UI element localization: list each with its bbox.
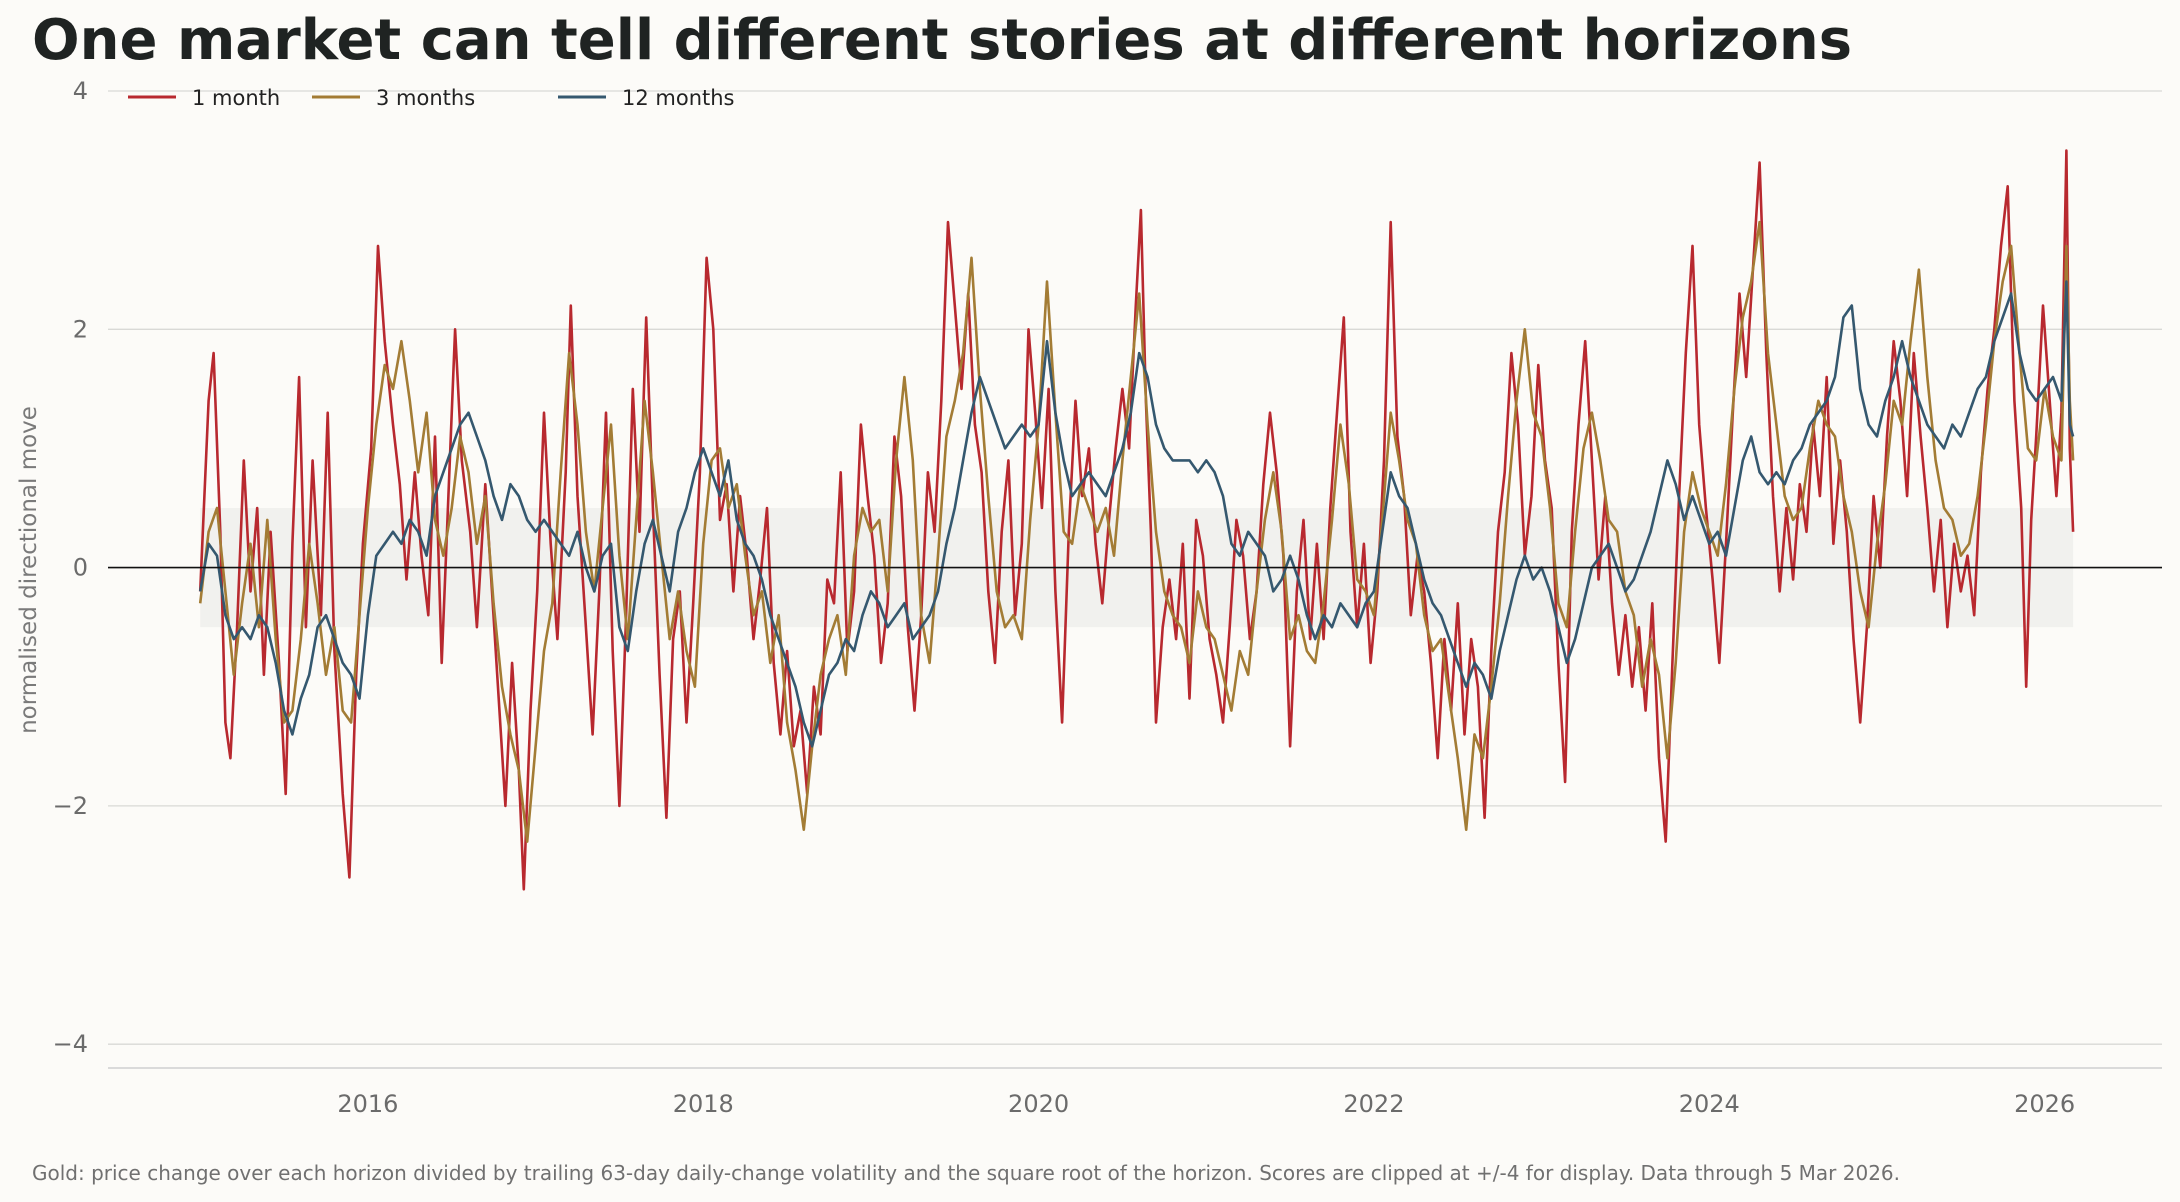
- legend-label: 3 months: [376, 86, 475, 110]
- x-tick-label: 2026: [2014, 1090, 2075, 1118]
- series-line-12-months: [198, 280, 2075, 748]
- x-tick-label: 2018: [673, 1090, 734, 1118]
- legend[interactable]: 1 month 3 months 12 months: [128, 86, 735, 110]
- y-axis: −4 −2 0 2 4: [53, 77, 88, 1058]
- series-line-3-months: [198, 220, 2075, 843]
- y-tick-label: 0: [73, 554, 88, 582]
- y-tick-label: 2: [73, 315, 88, 343]
- series-line-1-month: [198, 149, 2075, 891]
- y-tick-label: −4: [53, 1030, 88, 1058]
- x-tick-label: 2016: [337, 1090, 398, 1118]
- x-axis: 2016 2018 2020 2022 2024 2026: [337, 1090, 2075, 1118]
- x-tick-label: 2020: [1008, 1090, 1069, 1118]
- legend-item[interactable]: 1 month: [128, 86, 280, 110]
- legend-item[interactable]: 3 months: [312, 86, 475, 110]
- y-tick-label: 4: [73, 77, 88, 105]
- chart-title: One market can tell different stories at…: [32, 8, 1853, 73]
- series-lines: [198, 149, 2075, 891]
- x-tick-label: 2022: [1343, 1090, 1404, 1118]
- y-axis-label: normalised directional move: [16, 406, 42, 734]
- x-tick-label: 2024: [1679, 1090, 1740, 1118]
- footnote: Gold: price change over each horizon div…: [32, 1161, 1901, 1185]
- legend-label: 12 months: [622, 86, 735, 110]
- y-tick-label: −2: [53, 792, 88, 820]
- legend-item[interactable]: 12 months: [558, 86, 735, 110]
- legend-label: 1 month: [192, 86, 280, 110]
